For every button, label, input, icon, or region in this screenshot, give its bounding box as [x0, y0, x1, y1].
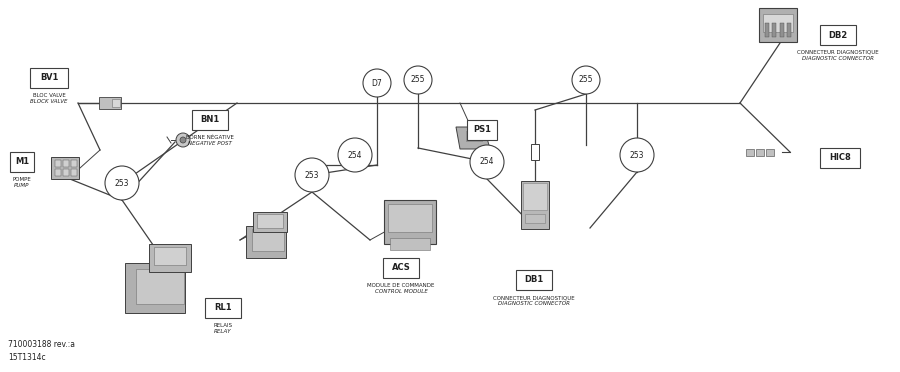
FancyBboxPatch shape: [112, 99, 120, 107]
Text: 254: 254: [347, 151, 362, 160]
FancyBboxPatch shape: [71, 169, 77, 176]
FancyBboxPatch shape: [521, 181, 549, 229]
Circle shape: [338, 138, 372, 172]
Circle shape: [180, 137, 186, 143]
Text: 253: 253: [630, 151, 644, 160]
Circle shape: [572, 66, 600, 94]
Circle shape: [404, 66, 432, 94]
Text: BLOCK VALVE: BLOCK VALVE: [31, 99, 68, 104]
FancyBboxPatch shape: [526, 214, 544, 223]
FancyBboxPatch shape: [99, 97, 121, 109]
FancyBboxPatch shape: [257, 214, 283, 228]
Circle shape: [470, 145, 504, 179]
FancyBboxPatch shape: [125, 263, 185, 313]
FancyBboxPatch shape: [388, 204, 432, 232]
FancyBboxPatch shape: [55, 160, 61, 167]
FancyBboxPatch shape: [252, 229, 284, 251]
FancyBboxPatch shape: [763, 14, 793, 32]
Text: DIAGNOSTIC CONNECTOR: DIAGNOSTIC CONNECTOR: [802, 56, 874, 61]
Text: RL1: RL1: [214, 304, 232, 312]
Text: D7: D7: [372, 78, 382, 87]
Polygon shape: [456, 127, 490, 149]
FancyBboxPatch shape: [779, 23, 784, 37]
FancyBboxPatch shape: [30, 68, 68, 88]
FancyBboxPatch shape: [71, 160, 77, 167]
Circle shape: [363, 69, 391, 97]
FancyBboxPatch shape: [63, 169, 69, 176]
FancyBboxPatch shape: [772, 23, 776, 37]
Text: POMPE: POMPE: [13, 177, 32, 182]
Text: 255: 255: [410, 76, 425, 84]
FancyBboxPatch shape: [746, 148, 754, 155]
FancyBboxPatch shape: [384, 200, 436, 244]
Text: DB2: DB2: [828, 31, 848, 39]
FancyBboxPatch shape: [154, 247, 186, 265]
Circle shape: [176, 133, 190, 147]
FancyBboxPatch shape: [788, 23, 791, 37]
Text: BN1: BN1: [201, 115, 220, 125]
FancyBboxPatch shape: [766, 148, 774, 155]
FancyBboxPatch shape: [149, 244, 191, 272]
Text: MODULE DE COMMANDE: MODULE DE COMMANDE: [367, 283, 435, 288]
Circle shape: [620, 138, 654, 172]
FancyBboxPatch shape: [759, 8, 797, 42]
Text: DIAGNOSTIC CONNECTOR: DIAGNOSTIC CONNECTOR: [498, 301, 570, 306]
Circle shape: [105, 166, 139, 200]
FancyBboxPatch shape: [383, 258, 419, 278]
Text: CONNECTEUR DIAGNOSTIQUE: CONNECTEUR DIAGNOSTIQUE: [797, 50, 878, 55]
FancyBboxPatch shape: [246, 226, 286, 258]
FancyBboxPatch shape: [205, 298, 241, 318]
FancyBboxPatch shape: [765, 23, 769, 37]
FancyBboxPatch shape: [820, 25, 856, 45]
Text: PS1: PS1: [473, 125, 491, 135]
Text: RELAY: RELAY: [214, 329, 232, 334]
Text: 253: 253: [115, 179, 130, 187]
Text: RELAIS: RELAIS: [213, 323, 232, 328]
Text: CONTROL MODULE: CONTROL MODULE: [374, 289, 428, 294]
FancyBboxPatch shape: [253, 212, 287, 232]
FancyBboxPatch shape: [55, 169, 61, 176]
FancyBboxPatch shape: [136, 269, 184, 304]
Text: ACS: ACS: [392, 263, 410, 273]
Text: NEGATIVE POST: NEGATIVE POST: [188, 141, 232, 146]
Text: 710003188 rev.:a
15T1314c: 710003188 rev.:a 15T1314c: [8, 340, 75, 362]
FancyBboxPatch shape: [516, 270, 552, 290]
Text: 254: 254: [480, 157, 494, 167]
Text: PUMP: PUMP: [14, 183, 30, 188]
Text: CONNECTEUR DIAGNOSTIQUE: CONNECTEUR DIAGNOSTIQUE: [493, 295, 575, 300]
Text: BORNE NÉGATIVE: BORNE NÉGATIVE: [186, 135, 234, 140]
Text: BLOC VALVE: BLOC VALVE: [32, 93, 66, 98]
Text: DB1: DB1: [525, 276, 544, 285]
FancyBboxPatch shape: [820, 148, 860, 168]
FancyBboxPatch shape: [63, 160, 69, 167]
FancyBboxPatch shape: [390, 238, 430, 250]
FancyBboxPatch shape: [10, 152, 34, 172]
FancyBboxPatch shape: [523, 183, 547, 209]
Text: 255: 255: [579, 76, 593, 84]
FancyBboxPatch shape: [466, 131, 482, 141]
FancyBboxPatch shape: [756, 148, 764, 155]
FancyBboxPatch shape: [51, 157, 79, 179]
FancyBboxPatch shape: [192, 110, 228, 130]
FancyBboxPatch shape: [531, 144, 539, 160]
FancyBboxPatch shape: [467, 120, 497, 140]
Text: BV1: BV1: [40, 74, 58, 83]
Text: HIC8: HIC8: [829, 154, 850, 163]
Circle shape: [295, 158, 329, 192]
Text: M1: M1: [15, 157, 29, 167]
Text: 253: 253: [305, 170, 320, 180]
